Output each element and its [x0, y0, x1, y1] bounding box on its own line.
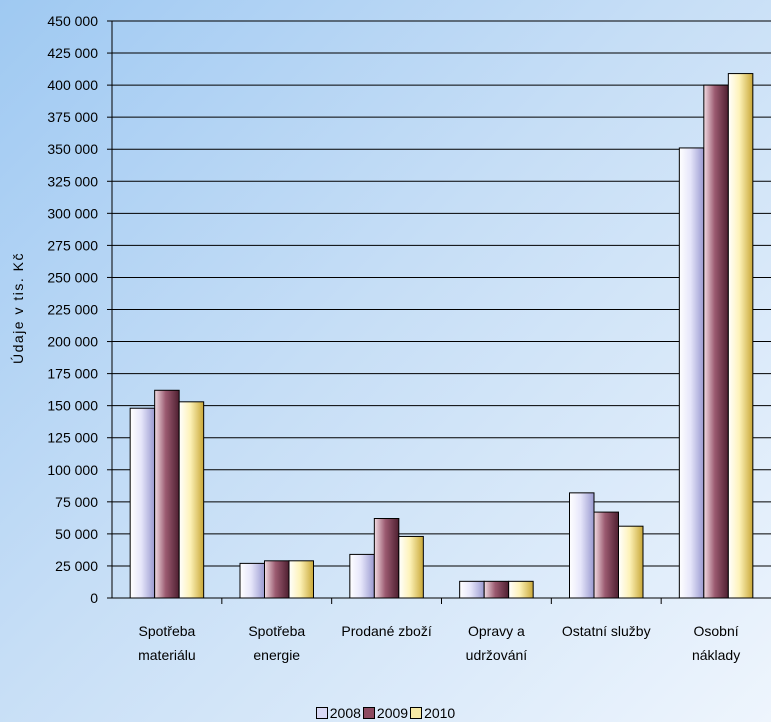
- bar-2008: [349, 553, 375, 599]
- bar-2010: [178, 401, 205, 599]
- y-tick-label: 425 000: [47, 45, 98, 61]
- bar-2009: [483, 580, 510, 599]
- bar-2008: [678, 147, 705, 599]
- legend-item-2008: 2008: [315, 705, 361, 721]
- legend-label: 2010: [424, 705, 456, 721]
- y-tick-label: 150 000: [47, 398, 98, 414]
- bar-2009: [703, 84, 729, 599]
- bar-2010: [398, 535, 424, 599]
- y-tick-label: 50 000: [55, 526, 98, 542]
- legend-label: 2009: [376, 705, 409, 721]
- bar-2009: [264, 560, 290, 599]
- y-axis-ticks: 0 25 000 50 000 75 000 100 000 125 000 150 000…: [47, 13, 112, 606]
- legend-item-2009: 2009: [362, 705, 409, 721]
- x-category-label: materiálu: [138, 647, 196, 663]
- bar-2009: [154, 389, 180, 599]
- x-category-label: Spotřeba: [248, 623, 305, 639]
- y-tick-label: 225 000: [47, 302, 98, 318]
- x-category-label: Osobní: [694, 623, 739, 639]
- y-tick-label: 175 000: [47, 366, 98, 382]
- y-tick-label: 100 000: [47, 462, 98, 478]
- y-tick-label: 300 000: [47, 205, 98, 221]
- x-category-label: náklady: [692, 647, 740, 663]
- y-tick-label: 400 000: [47, 77, 98, 93]
- x-category-label: Spotřeba: [139, 623, 196, 639]
- y-tick-label: 275 000: [47, 237, 98, 253]
- y-tick-label: 250 000: [47, 269, 98, 285]
- y-tick-label: 25 000: [55, 558, 98, 574]
- bar-2010: [508, 580, 534, 599]
- bar-2010: [618, 525, 644, 599]
- x-axis-categories: Spotřeba materiálu Spotřeba energie Prodané …: [138, 623, 740, 663]
- y-tick-label: 200 000: [47, 334, 98, 350]
- bars: [129, 73, 754, 599]
- bar-2008: [129, 407, 156, 599]
- y-tick-label: 125 000: [47, 430, 98, 446]
- y-axis-label: Údaje v tis. Kč: [10, 252, 26, 364]
- bar-2009: [593, 511, 619, 599]
- x-category-label: Opravy a: [468, 623, 525, 639]
- legend-swatch: [362, 707, 375, 719]
- bar-2010: [727, 73, 754, 599]
- y-tick-label: 450 000: [47, 13, 98, 29]
- legend-swatch: [410, 707, 423, 719]
- x-category-label: Ostatní služby: [562, 623, 651, 639]
- bar-2008: [459, 580, 485, 599]
- x-category-label: energie: [253, 647, 300, 663]
- y-tick-label: 75 000: [55, 494, 98, 510]
- legend-item-2010: 2010: [410, 705, 455, 721]
- legend: 2008 2009 2010: [0, 705, 771, 722]
- bar-2009: [373, 518, 400, 599]
- bar-2008: [569, 492, 595, 599]
- gridlines: [112, 20, 771, 567]
- bar-2010: [288, 560, 314, 599]
- axes: [111, 21, 771, 604]
- y-tick-label: 350 000: [47, 141, 98, 157]
- x-category-label: Prodané zboží: [341, 623, 431, 639]
- bar-2008: [239, 562, 265, 599]
- legend-label: 2008: [329, 705, 361, 721]
- y-tick-label: 0: [90, 590, 98, 606]
- y-tick-label: 325 000: [47, 173, 98, 189]
- legend-swatch: [315, 707, 328, 719]
- y-tick-label: 375 000: [47, 109, 98, 125]
- x-category-label: udržování: [466, 647, 528, 663]
